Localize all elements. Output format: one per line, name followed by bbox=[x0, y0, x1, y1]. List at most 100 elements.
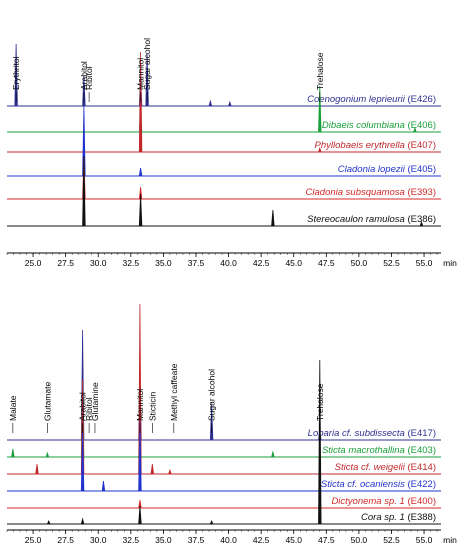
chromatogram-peak bbox=[145, 53, 149, 107]
x-tick-label: 40.0 bbox=[220, 258, 237, 268]
chromatogram-peak bbox=[82, 105, 86, 177]
series-code: (E422) bbox=[405, 479, 436, 490]
peak-label: Glutamine bbox=[90, 382, 100, 421]
series-name: Lobaria cf. subdissecta bbox=[308, 428, 405, 439]
chromatogram-peak bbox=[14, 43, 18, 107]
series-code: (E406) bbox=[405, 120, 436, 131]
x-tick-label: 42.5 bbox=[253, 535, 270, 545]
series-name: Cladonia subsquamosa bbox=[306, 187, 405, 198]
x-tick-label: 27.5 bbox=[57, 258, 74, 268]
chromatogram-peak bbox=[45, 451, 50, 458]
series-label: Sticta macrothallina (E403) bbox=[322, 445, 436, 456]
x-tick-label: 30.0 bbox=[90, 535, 107, 545]
series-label: Cladonia subsquamosa (E393) bbox=[306, 187, 436, 198]
peak-label: Erythritol bbox=[11, 56, 21, 90]
x-tick-label: 35.0 bbox=[155, 258, 172, 268]
peak-label: Malate bbox=[8, 395, 18, 421]
chart-panel-1: Coenogonium leprieurii (E426) Dibaeis col… bbox=[6, 38, 457, 268]
series-code: (E426) bbox=[405, 94, 436, 105]
series-trace: Phyllobaeis erythrella (E407) bbox=[7, 51, 441, 153]
series-name: Sticta macrothallina bbox=[322, 445, 405, 456]
x-unit-label: min bbox=[443, 258, 457, 268]
x-tick-label: 52.5 bbox=[383, 535, 400, 545]
x-tick-label: 45.0 bbox=[285, 535, 302, 545]
series-name: Phyllobaeis erythrella bbox=[315, 140, 405, 151]
series-label: Lobaria cf. subdissecta (E417) bbox=[308, 428, 436, 439]
peak-label: Trehalose bbox=[315, 52, 325, 90]
series-name: Sticta cf. weigelii bbox=[335, 462, 406, 473]
chromatogram-peak bbox=[82, 75, 86, 107]
series-code: (E388) bbox=[405, 512, 436, 523]
peak-label: Glutamate bbox=[42, 382, 52, 421]
x-tick-label: 37.5 bbox=[188, 535, 205, 545]
peak-label: Mannitol bbox=[136, 58, 146, 90]
series-label: Coenogonium leprieurii (E426) bbox=[307, 94, 436, 105]
chromatogram-peak bbox=[228, 100, 232, 107]
series-trace: Cora sp. 1 (E388) bbox=[7, 359, 441, 525]
peak-label: Mannitol bbox=[135, 389, 145, 421]
series-label: Sticta cf. ocaniensis (E422) bbox=[321, 479, 436, 490]
chromatogram-peak bbox=[138, 193, 143, 227]
series-code: (E386) bbox=[405, 214, 436, 225]
series-label: Sticta cf. weigelii (E414) bbox=[335, 462, 436, 473]
series-code: (E403) bbox=[405, 445, 436, 456]
x-tick-label: 35.0 bbox=[155, 535, 172, 545]
series-name: Coenogonium leprieurii bbox=[307, 94, 406, 105]
chromatogram-peak bbox=[138, 186, 143, 200]
x-tick-label: 30.0 bbox=[90, 258, 107, 268]
chromatogram-peak bbox=[318, 146, 322, 153]
x-tick-label: 25.0 bbox=[25, 535, 42, 545]
series-trace: Lobaria cf. subdissecta (E417) bbox=[7, 329, 441, 441]
chromatogram-peak bbox=[47, 519, 51, 525]
series-name: Dibaeis columbiana bbox=[322, 120, 405, 131]
series-label: Dibaeis columbiana (E406) bbox=[322, 120, 436, 131]
chromatogram-peak bbox=[138, 499, 142, 509]
chromatogram-peak bbox=[271, 450, 275, 458]
chromatogram-peak bbox=[82, 155, 86, 227]
series-trace: Cladonia lopezii (E405) bbox=[7, 105, 441, 177]
series-trace: Coenogonium leprieurii (E426) bbox=[7, 43, 441, 107]
series-code: (E414) bbox=[405, 462, 436, 473]
series-trace: Dibaeis columbiana (E406) bbox=[7, 85, 441, 133]
series-name: Sticta cf. ocaniensis bbox=[321, 479, 405, 490]
chart-panel-2: Lobaria cf. subdissecta (E417)Sticta mac… bbox=[6, 303, 457, 545]
x-tick-label: 55.0 bbox=[416, 535, 433, 545]
chromatogram-peak bbox=[35, 463, 39, 475]
x-tick-label: 40.0 bbox=[220, 535, 237, 545]
x-tick-label: 45.0 bbox=[285, 258, 302, 268]
peak-label: Arabitol bbox=[79, 61, 89, 90]
series-code: (E405) bbox=[405, 164, 436, 175]
series-name: Cladonia lopezii bbox=[338, 164, 406, 175]
series-name: Cora sp. 1 bbox=[361, 512, 405, 523]
x-tick-label: 55.0 bbox=[416, 258, 433, 268]
x-tick-label: 50.0 bbox=[351, 258, 368, 268]
chromatogram-peak bbox=[138, 167, 143, 177]
x-tick-label: 32.5 bbox=[123, 258, 140, 268]
peak-label: Trehalose bbox=[315, 383, 325, 421]
x-tick-label: 47.5 bbox=[318, 258, 335, 268]
x-tick-label: 25.0 bbox=[25, 258, 42, 268]
peak-label: Arabitol bbox=[78, 392, 88, 421]
series-code: (E417) bbox=[405, 428, 436, 439]
chromatogram-peak bbox=[101, 480, 106, 492]
x-tick-label: 32.5 bbox=[123, 535, 140, 545]
chromatogram-peak bbox=[318, 359, 322, 525]
series-name: Stereocaulon ramulosa bbox=[307, 214, 405, 225]
peak-label: Sticticin bbox=[147, 391, 157, 421]
x-unit-label: min bbox=[443, 535, 457, 545]
series-name: Dictyonema sp. 1 bbox=[331, 496, 404, 507]
chromatogram-peak bbox=[138, 303, 142, 475]
peak-label: Ribitol bbox=[84, 397, 94, 421]
x-tick-label: 37.5 bbox=[188, 258, 205, 268]
x-tick-label: 42.5 bbox=[253, 258, 270, 268]
series-code: (E400) bbox=[405, 496, 436, 507]
chromatogram-peak bbox=[150, 463, 155, 475]
series-trace: Sticta macrothallina (E403) bbox=[7, 381, 441, 458]
chromatogram-peak bbox=[80, 517, 85, 525]
x-tick-label: 27.5 bbox=[57, 535, 74, 545]
series-label: Stereocaulon ramulosa (E386) bbox=[307, 214, 436, 225]
series-code: (E393) bbox=[405, 187, 436, 198]
series-label: Phyllobaeis erythrella (E407) bbox=[315, 140, 436, 151]
chromatogram-peak bbox=[271, 209, 275, 227]
